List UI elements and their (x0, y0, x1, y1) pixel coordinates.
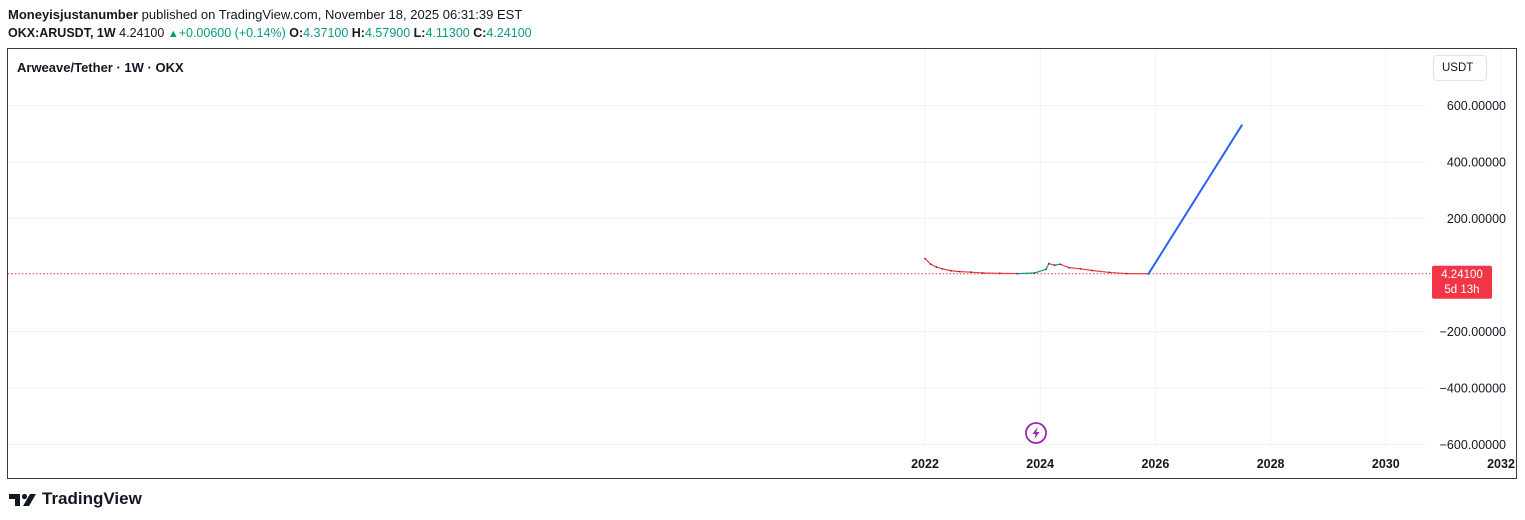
high-value: 4.57900 (364, 26, 411, 40)
last-price: 4.24100 (119, 26, 165, 40)
low-value: 4.11300 (425, 26, 470, 40)
low-label: L: (413, 26, 426, 40)
price-change: +0.00600 (+0.14%) (178, 26, 286, 40)
close-value: 4.24100 (486, 26, 532, 40)
tradingview-logo-icon (9, 493, 36, 506)
up-triangle-icon: ▲ (167, 28, 179, 40)
open-label: O: (289, 26, 304, 40)
author-name[interactable]: Moneyisjustanumber (8, 7, 139, 22)
open-value: 4.37100 (303, 26, 349, 40)
publish-info: Moneyisjustanumber published on TradingV… (8, 7, 522, 22)
currency-button[interactable]: USDT (1433, 55, 1487, 81)
chart-title: Arweave/Tether · 1W · OKX (17, 60, 184, 75)
tradingview-brand: TradingView (42, 489, 142, 508)
chart-frame[interactable] (7, 48, 1517, 479)
close-label: C: (473, 26, 487, 40)
symbol-label: OKX:ARUSDT, 1W (8, 26, 116, 40)
high-label: H: (351, 26, 365, 40)
ohlc-legend: OKX:ARUSDT, 1W 4.24100 ▲+0.00600 (+0.14%… (8, 26, 532, 40)
publish-date: published on TradingView.com, November 1… (138, 7, 523, 22)
tradingview-footer[interactable]: TradingView (8, 489, 142, 509)
